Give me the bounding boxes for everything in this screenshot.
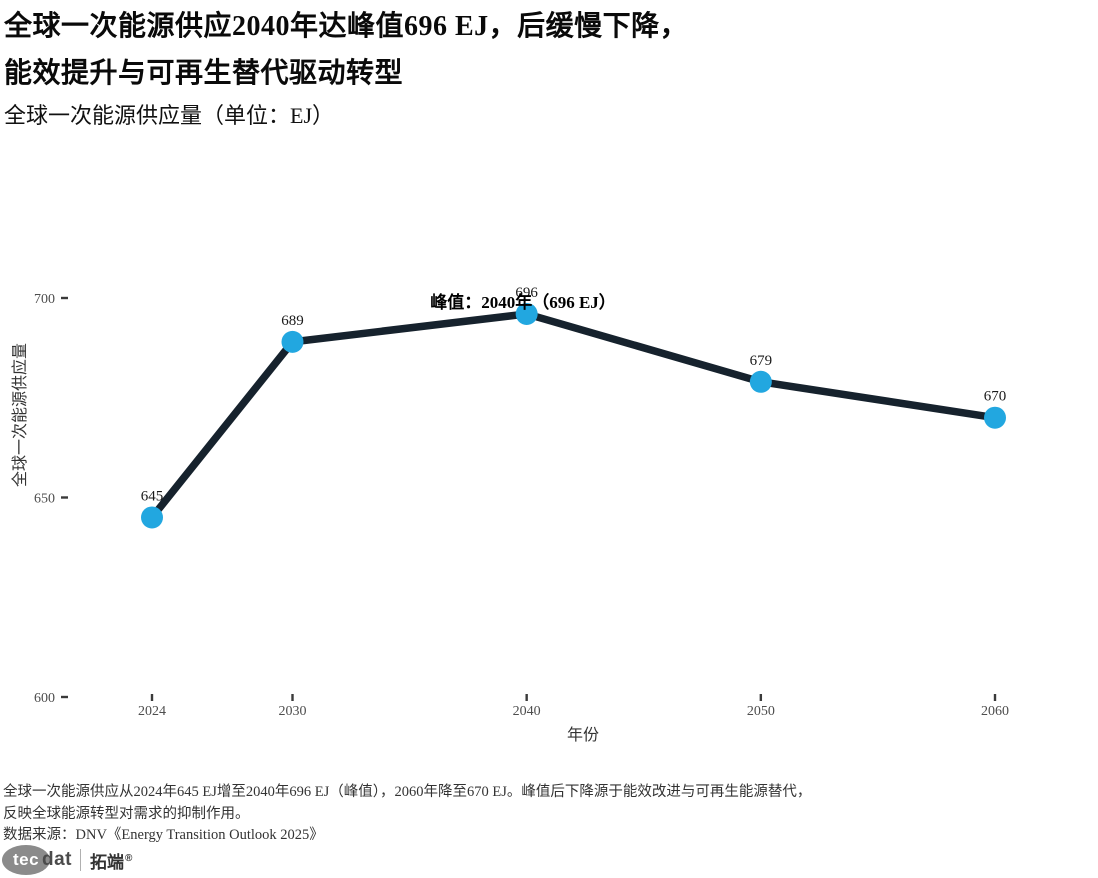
tecdat-logo: tec dat 拓端® bbox=[2, 844, 132, 876]
logo-dat-text: dat bbox=[42, 849, 72, 870]
point-value-label: 679 bbox=[750, 353, 773, 369]
point-value-label: 689 bbox=[281, 313, 304, 329]
logo-blob-icon: tec bbox=[2, 845, 50, 875]
y-tick-mark bbox=[61, 296, 68, 300]
chart-title-line1: 全球一次能源供应2040年达峰值696 EJ，后缓慢下降， bbox=[4, 11, 689, 42]
point-value-label: 670 bbox=[984, 389, 1007, 405]
x-tick-label: 2024 bbox=[138, 704, 166, 719]
point-value-label: 696 bbox=[515, 285, 538, 301]
data-point-2024 bbox=[141, 506, 163, 529]
x-axis-title: 年份 bbox=[566, 727, 600, 744]
logo-tec-text: tec bbox=[12, 850, 40, 869]
peak-annotation: 峰值：2040年（696 EJ） bbox=[430, 293, 616, 312]
energy-supply-line bbox=[148, 310, 999, 522]
chart-title: 全球一次能源供应2040年达峰值696 EJ，后缓慢下降， 能效提升与可再生替代… bbox=[4, 3, 688, 97]
x-tick-mark bbox=[291, 694, 294, 701]
data-point-2030 bbox=[281, 330, 304, 353]
caption-line2: 反映全球能源转型对需求的抑制作用。 bbox=[3, 805, 250, 822]
x-tick-label: 2030 bbox=[279, 704, 307, 719]
chart-title-line2: 能效提升与可再生替代驱动转型 bbox=[4, 58, 404, 89]
chart-subtitle: 全球一次能源供应量（单位：EJ） bbox=[4, 103, 335, 128]
y-tick-mark bbox=[61, 496, 68, 499]
x-tick-label: 2050 bbox=[747, 704, 775, 719]
registered-mark: ® bbox=[125, 852, 133, 864]
footer-caption: 全球一次能源供应从2024年645 EJ增至2040年696 EJ（峰值），20… bbox=[3, 782, 811, 847]
x-tick-mark bbox=[525, 694, 528, 701]
data-source: 数据来源：DNV《Energy Transition Outlook 2025》 bbox=[3, 827, 324, 843]
y-tick-label: 650 bbox=[34, 492, 55, 507]
logo-brand-text: 拓端® bbox=[90, 852, 133, 872]
data-point-2060 bbox=[984, 406, 1006, 429]
x-tick-label: 2040 bbox=[513, 704, 541, 719]
point-value-label: 645 bbox=[141, 488, 164, 504]
y-axis-title: 全球一次能源供应量 bbox=[12, 342, 29, 488]
x-tick-mark bbox=[759, 694, 763, 701]
caption-line1: 全球一次能源供应从2024年645 EJ增至2040年696 EJ（峰值），20… bbox=[3, 784, 812, 800]
x-tick-mark bbox=[993, 694, 997, 701]
x-tick-label: 2060 bbox=[981, 704, 1009, 719]
data-point-2040 bbox=[515, 302, 538, 325]
y-tick-mark bbox=[61, 695, 68, 699]
logo-divider bbox=[80, 849, 81, 871]
x-tick-mark bbox=[150, 694, 154, 701]
y-tick-label: 700 bbox=[34, 292, 55, 307]
data-point-2050 bbox=[749, 370, 772, 393]
y-tick-label: 600 bbox=[34, 691, 55, 706]
